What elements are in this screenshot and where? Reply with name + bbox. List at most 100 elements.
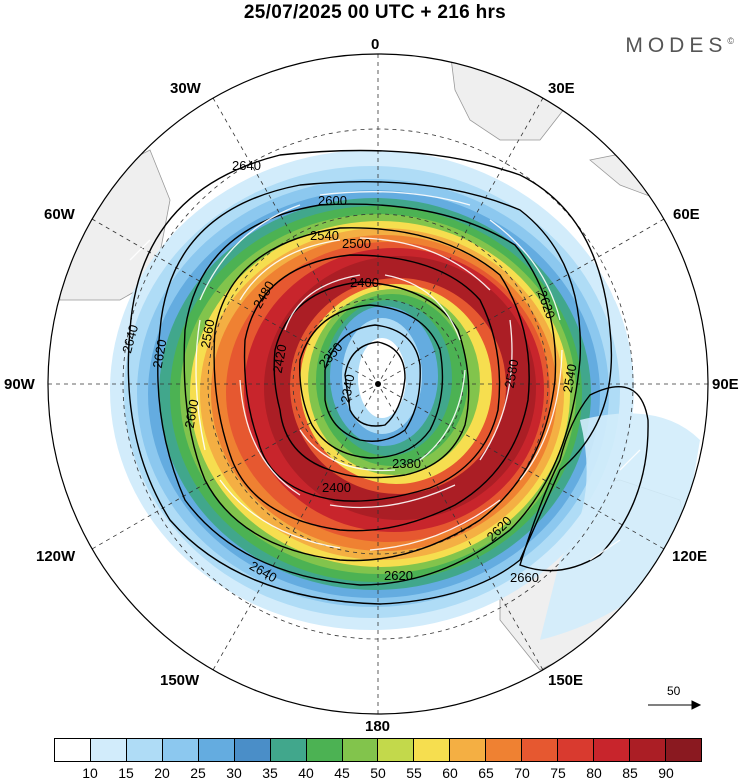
colorbar-tick-label: 20	[154, 765, 170, 781]
wind-vector	[329, 484, 456, 509]
colorbar-tick-label: 75	[550, 765, 566, 781]
wind-vector	[199, 204, 301, 301]
wind-vector	[219, 479, 341, 549]
contour-label: 2640	[119, 323, 141, 355]
colorbar-swatch	[270, 739, 307, 761]
contour-label: 2600	[182, 398, 202, 429]
colorbar-swatch	[486, 739, 523, 761]
lon-label-150w: 150W	[160, 672, 200, 689]
wind-speed-shading	[110, 150, 700, 640]
colorbar-swatch	[306, 739, 343, 761]
colorbar-tick-label: 80	[586, 765, 602, 781]
lon-label-60w: 60W	[44, 206, 75, 223]
australia-weak-jet	[540, 413, 700, 640]
contour-label: 2400	[350, 275, 379, 290]
vector-scale	[648, 700, 702, 710]
colorbar-swatch	[55, 739, 91, 761]
height-contours	[127, 149, 649, 605]
colorbar-tick-label: 60	[442, 765, 458, 781]
colorbar-swatch	[665, 739, 701, 761]
wind-vector	[239, 239, 341, 301]
lon-label-180: 180	[365, 718, 391, 735]
south-pole-marker	[375, 381, 381, 387]
wind-vector	[359, 237, 491, 291]
contour-label: 2540	[310, 228, 339, 243]
lon-label-90e: 90E	[712, 376, 739, 393]
contour-2660	[519, 386, 649, 572]
wind-vector	[384, 274, 461, 341]
brand-mark: ©	[727, 36, 734, 46]
colorbar-tick-label: 85	[622, 765, 638, 781]
colorbar-tick-label: 55	[406, 765, 422, 781]
colorbar-tick-label: 10	[82, 765, 98, 781]
contour-2620	[157, 180, 582, 586]
colorbar-swatch	[198, 739, 235, 761]
vector-scale-label: 50	[667, 684, 681, 698]
lon-label-120e: 120E	[672, 548, 708, 565]
colorbar-swatch	[90, 739, 127, 761]
contour-2420	[273, 281, 470, 479]
contour-label: 2600	[318, 193, 347, 208]
colorbar-swatch	[378, 739, 415, 761]
wind-vector	[599, 259, 616, 301]
lon-label-30w: 30W	[170, 80, 201, 97]
wind-vector	[319, 191, 471, 206]
colorbar-swatch	[558, 739, 595, 761]
contour-label: 2620	[384, 568, 413, 583]
contour-label: 2400	[322, 480, 351, 495]
contour-label: 2660	[510, 570, 539, 585]
colorbar-swatch	[342, 739, 379, 761]
map-boundary	[47, 53, 709, 715]
wind-vector	[519, 349, 563, 481]
contour-label: 2540	[560, 363, 580, 394]
map-title: 25/07/2025 00 UTC + 216 hrs	[243, 2, 507, 23]
wind-vector	[299, 429, 396, 472]
contour-label-group: 2640 2640 2640 2600 2600 2620 2620 2560 …	[119, 158, 579, 585]
contour-2560	[213, 227, 530, 532]
wind-vector	[284, 274, 361, 331]
wind-vector	[619, 449, 641, 471]
colorbar-tick-label: 35	[262, 765, 278, 781]
contour-2350	[324, 324, 421, 442]
contour-label: 2420	[270, 343, 290, 374]
wind-vectors	[129, 191, 641, 561]
contour-label: 2580	[502, 358, 522, 389]
colorbar-swatch	[414, 739, 451, 761]
contour-label: 2380	[392, 456, 421, 471]
colorbar-swatch	[162, 739, 199, 761]
colorbar-tick-label: 30	[226, 765, 242, 781]
colorbar-tick-label: 70	[514, 765, 530, 781]
wind-vector	[589, 539, 621, 561]
wind-vector	[239, 379, 301, 496]
colorbar-tick-label: 25	[190, 765, 206, 781]
contour-2600	[183, 203, 557, 562]
wind-vector	[195, 319, 206, 451]
contour-label: 2620	[150, 338, 170, 369]
scale-arrow-head	[691, 700, 702, 710]
colorbar	[54, 738, 702, 762]
contour-label: 2640	[232, 158, 261, 173]
colorbar-swatch	[630, 739, 666, 761]
colorbar-swatch	[594, 739, 630, 761]
brand-name: MODES	[625, 34, 728, 57]
contour-2400	[299, 304, 444, 459]
lon-label-0: 0	[371, 36, 380, 53]
colorbar-swatch	[522, 739, 559, 761]
colorbar-tick-label: 15	[118, 765, 134, 781]
contour-2640	[127, 149, 613, 605]
colorbar-swatch	[126, 739, 163, 761]
contour-2500	[243, 254, 501, 502]
contour-label: 2340	[338, 373, 358, 404]
colorbar-tick-label: 40	[298, 765, 314, 781]
lon-label-60e: 60E	[673, 206, 700, 223]
wind-vector	[369, 499, 501, 551]
lon-label-150e: 150E	[548, 672, 584, 689]
colorbar-tick-label: 65	[478, 765, 494, 781]
contour-label: 2500	[342, 236, 371, 251]
wind-vector	[419, 369, 466, 461]
wind-vector	[489, 219, 561, 321]
colorbar-swatch	[234, 739, 271, 761]
lon-label-120w: 120W	[36, 548, 76, 565]
brand-logo: MODES©	[625, 34, 734, 58]
